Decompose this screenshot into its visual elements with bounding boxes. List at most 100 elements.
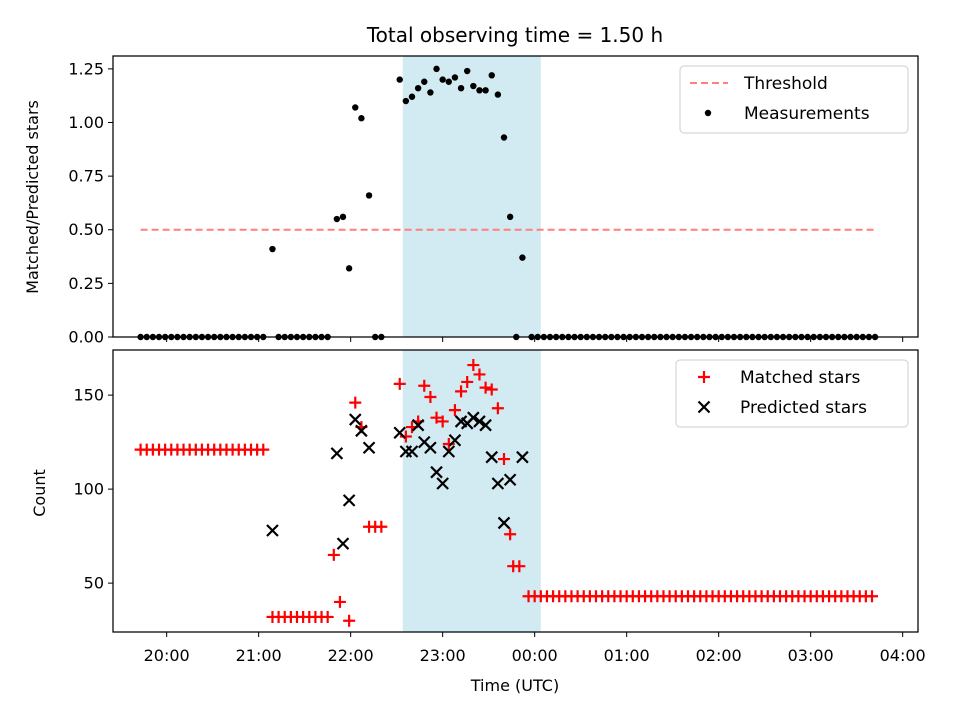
count-markers-layer [134,359,878,627]
legend-predicted-handle [697,400,711,414]
predicted-star-marker [503,473,517,486]
matched-star-marker [461,375,474,388]
predicted-star-marker [430,465,443,479]
x-tick-label: 23:00 [420,646,466,665]
predicted-star-marker [473,415,486,428]
legend-label: Threshold [743,74,828,94]
predicted-star-marker [330,447,344,460]
observing-window-shade-top [402,56,541,337]
predicted-star-marker [467,411,480,424]
measurement-point [464,67,471,75]
matched-star-marker [448,404,461,417]
measurement-point [457,84,465,92]
matched-star-marker [436,415,449,428]
matched-star-marker [442,438,455,450]
measurement-point [445,78,452,85]
legend-box [679,65,909,134]
predicted-star-marker [491,477,505,490]
x-tick-label: 22:00 [328,646,374,665]
measurement-point [333,215,341,223]
matched-star-marker [513,560,526,573]
x-axis-label: Time (UTC) [470,676,559,695]
matched-star-marker [343,614,356,627]
predicted-star-marker [342,494,356,507]
y-tick-label: 0.50 [68,220,104,239]
measurement-point [339,213,347,221]
predicted-star-marker [448,433,462,447]
measurement-point [427,89,434,96]
matched-star-marker [349,396,362,409]
count-y-axis: 50 100 150 [73,386,113,593]
measurement-point [345,265,353,272]
x-tick-label: 03:00 [788,646,834,665]
predicted-star-marker [442,445,456,458]
matched-star-marker [455,385,468,398]
measurement-point [500,134,508,141]
matched-star-marker [473,368,486,381]
legend-box [675,359,909,428]
matched-star-marker [504,528,517,541]
predicted-star-marker [355,424,368,438]
measurement-point [482,87,489,94]
predicted-star-marker [516,450,529,464]
predicted-star-marker [405,445,419,458]
measurement-point [476,87,483,94]
matched-star-marker [375,520,388,533]
measurement-point [494,91,502,98]
predicted-star-marker [411,418,425,432]
measurement-point [408,93,416,100]
count-legend: Matched stars Predicted stars [675,359,909,428]
measurement-point [451,74,459,81]
matched-star-marker [485,383,498,396]
measurement-point [396,76,403,83]
predicted-star-marker [436,477,449,490]
ratio-x-ticks [166,337,904,342]
x-tick-label: 01:00 [604,646,650,665]
matched-star-marker [418,379,431,392]
ratio-y-axis: 0.00 0.25 0.50 0.75 1.00 1.25 [68,59,113,347]
legend-label: Matched stars [740,368,860,388]
measurement-point [365,192,373,199]
matched-star-marker [467,359,480,372]
count-y-axis-label: Count [30,469,49,517]
y-tick-label: 1.25 [68,59,104,78]
observing-window-shade-bottom [402,350,541,632]
legend-matched-handle [698,371,710,383]
measurement-point [421,78,428,85]
y-tick-label: 0.25 [68,274,104,293]
matched-star-marker [393,377,406,390]
count-panel: 50 100 150 20:00 21:00 22:00 23:00 00:00 01:00 0… [30,349,926,665]
measurement-point [506,213,514,221]
matched-star-marker [257,443,270,456]
predicted-star-marker [348,413,362,426]
matched-star-marker [491,402,504,415]
measurement-point [439,76,446,83]
y-tick-label: 0.00 [68,328,104,347]
matched-star-marker [430,411,443,424]
matched-star-marker [424,391,437,403]
measurement-point [470,82,477,90]
measurement-point [519,254,526,261]
y-tick-label: 100 [73,480,104,499]
ratio-plot-frame [112,55,919,338]
predicted-star-marker [336,537,350,550]
predicted-star-marker [393,426,407,439]
count-plot-frame [112,349,919,633]
predicted-star-marker [497,516,511,530]
measurement-point [269,245,276,253]
predicted-star-marker [479,418,492,432]
measurement-point [414,84,422,92]
predicted-star-marker [266,524,279,537]
y-tick-label: 150 [73,386,104,405]
predicted-star-marker [424,441,437,455]
y-tick-label: 1.00 [68,113,104,132]
matched-star-marker [399,430,412,443]
ratio-legend: Threshold Measurements [679,65,909,134]
legend-label: Predicted stars [740,398,867,418]
y-tick-label: 0.75 [68,167,104,186]
chart-title: Total observing time = 1.50 h [366,23,663,47]
measurement-point [352,104,359,111]
matched-star-marker [866,590,878,603]
matched-star-marker [479,381,492,394]
